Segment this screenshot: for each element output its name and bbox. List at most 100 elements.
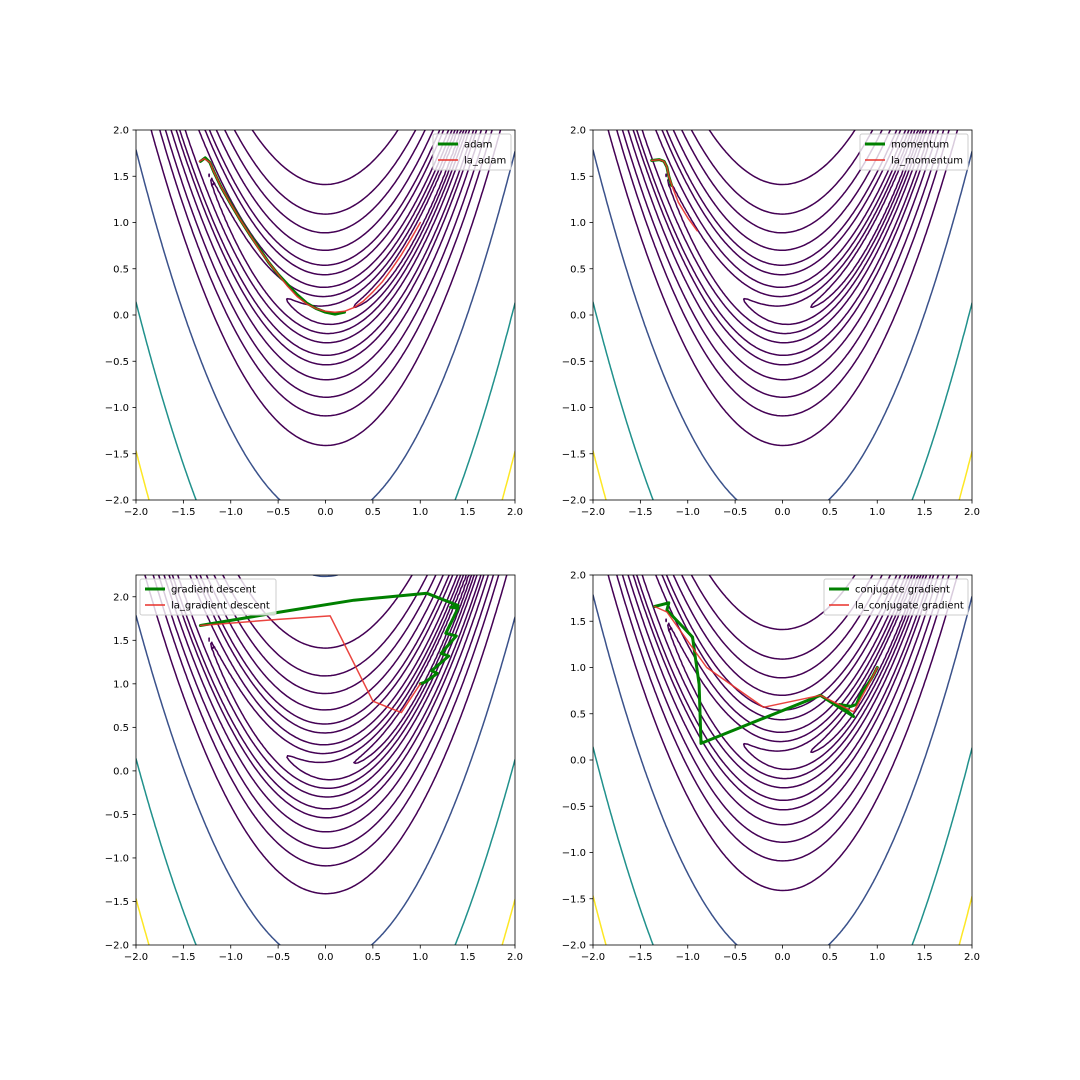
contour-level-20 [635,130,932,357]
contour-level-20 [635,575,932,802]
contour-lines [593,130,972,500]
series-la_gradient-descent [199,615,422,714]
x-tick-label: 1.0 [869,952,885,963]
series-conjugate-gradient [653,601,879,745]
x-tick-label: 0.5 [822,507,838,518]
contour-level-50 [627,575,940,826]
y-tick-label: 0.0 [570,756,586,767]
y-tick-label: −1.0 [105,403,129,414]
subplot-3: −2.0 −1.5 −1.0 −0.5 0.0 0.5 1.0 1.5 2.0 −2.0 −1.5 −… [105,574,523,963]
trajectories [650,158,698,232]
contour-level-5 [208,575,476,790]
y-tick-label: −2.0 [562,496,586,507]
y-tick-label: 2.0 [570,571,586,582]
contour-level-10 [641,130,928,344]
y-tick-label: −2.0 [105,496,129,507]
subplot-grid: −2.0 −1.5 −1.0 −0.5 0.0 0.5 1.0 1.5 2.0 −2.0 −1.5 −… [105,126,980,964]
tick-labels: −2.0 −1.5 −1.0 −0.5 0.0 0.5 1.0 1.5 2.0 −2.0 −1.5 −… [562,126,980,519]
y-tick-label: 0.0 [113,311,129,322]
contour-level-20 [178,130,475,357]
y-tick-label: 1.0 [570,663,586,674]
series-la_momentum [650,158,698,232]
legend-label: la_adam [464,156,506,167]
x-tick-label: −1.5 [628,507,652,518]
x-tick-label: −1.5 [628,952,652,963]
contour-level-3000 [593,895,972,945]
contour-level-3000 [136,450,515,500]
x-tick-label: 1.0 [412,507,428,518]
x-tick-label: −1.0 [219,507,243,518]
y-tick-label: 0.5 [570,709,586,720]
y-tick-label: −0.5 [562,357,586,368]
legend: adam la_adam [432,133,512,171]
y-tick-label: 0.5 [570,264,586,275]
x-tick-label: 0.5 [365,507,381,518]
y-tick-label: 1.5 [113,636,129,647]
contour-level-200 [607,575,959,892]
y-tick-label: −1.5 [562,449,586,460]
x-tick-label: 0.0 [775,952,791,963]
y-tick-label: −1.0 [105,853,129,864]
contour-level-3000 [136,898,515,945]
x-tick-label: −1.0 [676,952,700,963]
x-tick-label: −1.0 [219,952,243,963]
x-tick-label: 1.5 [460,952,476,963]
x-tick-label: 2.0 [507,507,523,518]
x-tick-label: 2.0 [964,952,980,963]
contour-level-80 [164,130,488,398]
series-la_adam [198,157,422,313]
contour-level-120 [152,575,500,867]
y-tick-label: 0.5 [113,723,129,734]
contour-level-1500 [136,301,515,500]
x-tick-label: 0.0 [318,507,334,518]
contour-level-200 [607,130,959,447]
contour-level-50 [163,575,490,833]
y-tick-label: 0.5 [113,264,129,275]
trajectories [198,156,422,316]
contour-level-30 [175,130,478,366]
contour-level-500 [593,149,972,500]
legend-label: adam [464,140,492,151]
subplot-4: −2.0 −1.5 −1.0 −0.5 0.0 0.5 1.0 1.5 2.0 −2.0 −1.5 −… [562,571,980,964]
contour-lines [136,130,515,500]
x-tick-label: 2.0 [964,507,980,518]
contour-level-1500 [593,301,972,500]
contour-level-10 [641,575,928,789]
x-tick-label: −2.0 [581,507,605,518]
contour-level-2 [286,575,473,781]
y-tick-label: −1.0 [562,403,586,414]
x-tick-label: 1.0 [412,952,428,963]
y-tick-label: 0.0 [570,311,586,322]
y-tick-label: 1.0 [113,218,129,229]
tick-labels: −2.0 −1.5 −1.0 −0.5 0.0 0.5 1.0 1.5 2.0 −2.0 −1.5 −… [105,126,523,519]
subplot-2: −2.0 −1.5 −1.0 −0.5 0.0 0.5 1.0 1.5 2.0 −2.0 −1.5 −… [562,126,980,519]
x-tick-label: 1.5 [460,507,476,518]
y-tick-label: −0.5 [105,810,129,821]
legend-label: gradient descent [171,585,256,596]
legend-label: la_momentum [891,156,963,167]
y-tick-label: −0.5 [562,802,586,813]
x-tick-label: 0.0 [775,507,791,518]
x-tick-label: 0.0 [318,952,334,963]
x-tick-label: −0.5 [266,507,290,518]
series-gradient-descent [198,591,460,686]
legend: momentum la_momentum [859,133,969,171]
y-tick-label: 1.5 [570,617,586,628]
x-tick-label: 0.5 [822,952,838,963]
x-tick-label: 2.0 [507,952,523,963]
y-tick-label: 1.5 [570,172,586,183]
y-tick-label: 2.0 [113,126,129,137]
y-tick-label: 1.5 [113,172,129,183]
subplot-1: −2.0 −1.5 −1.0 −0.5 0.0 0.5 1.0 1.5 2.0 −2.0 −1.5 −… [105,126,523,519]
x-tick-label: −1.5 [171,952,195,963]
y-tick-label: −2.0 [105,941,129,952]
y-tick-label: 1.0 [570,218,586,229]
tick-labels: −2.0 −1.5 −1.0 −0.5 0.0 0.5 1.0 1.5 2.0 −2.0 −1.5 −… [562,571,980,964]
x-tick-label: 1.5 [917,952,933,963]
x-tick-label: 0.5 [365,952,381,963]
y-tick-label: 1.0 [113,679,129,690]
x-tick-label: −0.5 [723,952,747,963]
x-tick-label: −1.5 [171,507,195,518]
contour-level-50 [170,130,483,381]
x-tick-label: 1.0 [869,507,885,518]
